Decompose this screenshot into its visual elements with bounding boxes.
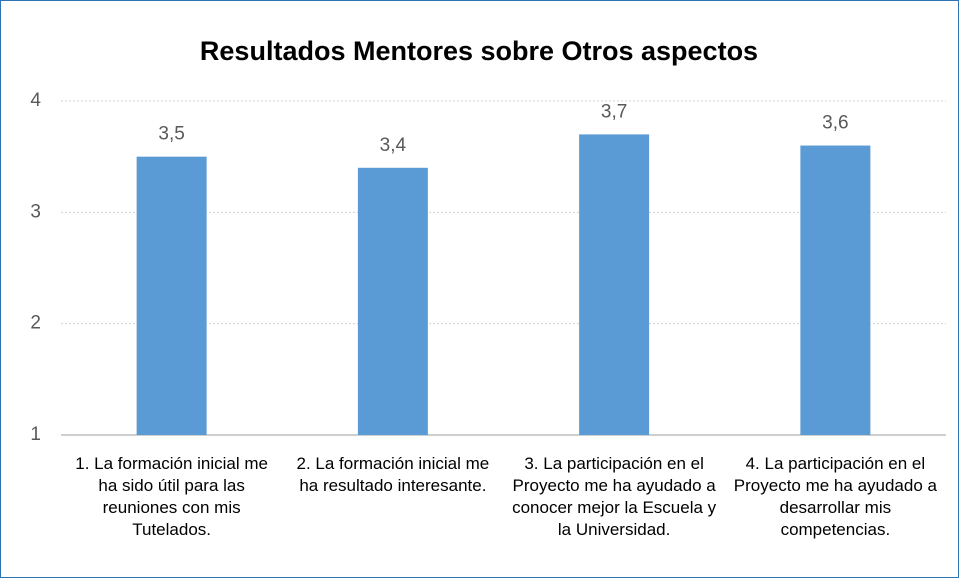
x-tick-label: 2. La formación inicial me ha resultado … [296, 454, 490, 495]
chart-title: Resultados Mentores sobre Otros aspectos [200, 36, 758, 66]
value-label: 3,6 [822, 113, 848, 134]
bar [357, 167, 428, 436]
x-tick-label: 3. La participación en el Proyecto me ha… [512, 454, 717, 539]
bar [800, 145, 871, 436]
y-tick-label: 2 [30, 313, 41, 334]
value-label: 3,7 [601, 101, 627, 122]
value-label: 3,4 [380, 135, 407, 156]
bar [579, 134, 650, 435]
x-tick-label: 1. La formación inicial me ha sido útil … [75, 454, 268, 539]
y-tick-label: 1 [30, 424, 41, 445]
value-label: 3,5 [158, 124, 184, 145]
y-tick-label: 4 [30, 90, 41, 111]
y-tick-label: 3 [30, 201, 41, 222]
x-tick-label: 4. La participación en el Proyecto me ha… [733, 454, 937, 539]
bar [136, 156, 207, 435]
